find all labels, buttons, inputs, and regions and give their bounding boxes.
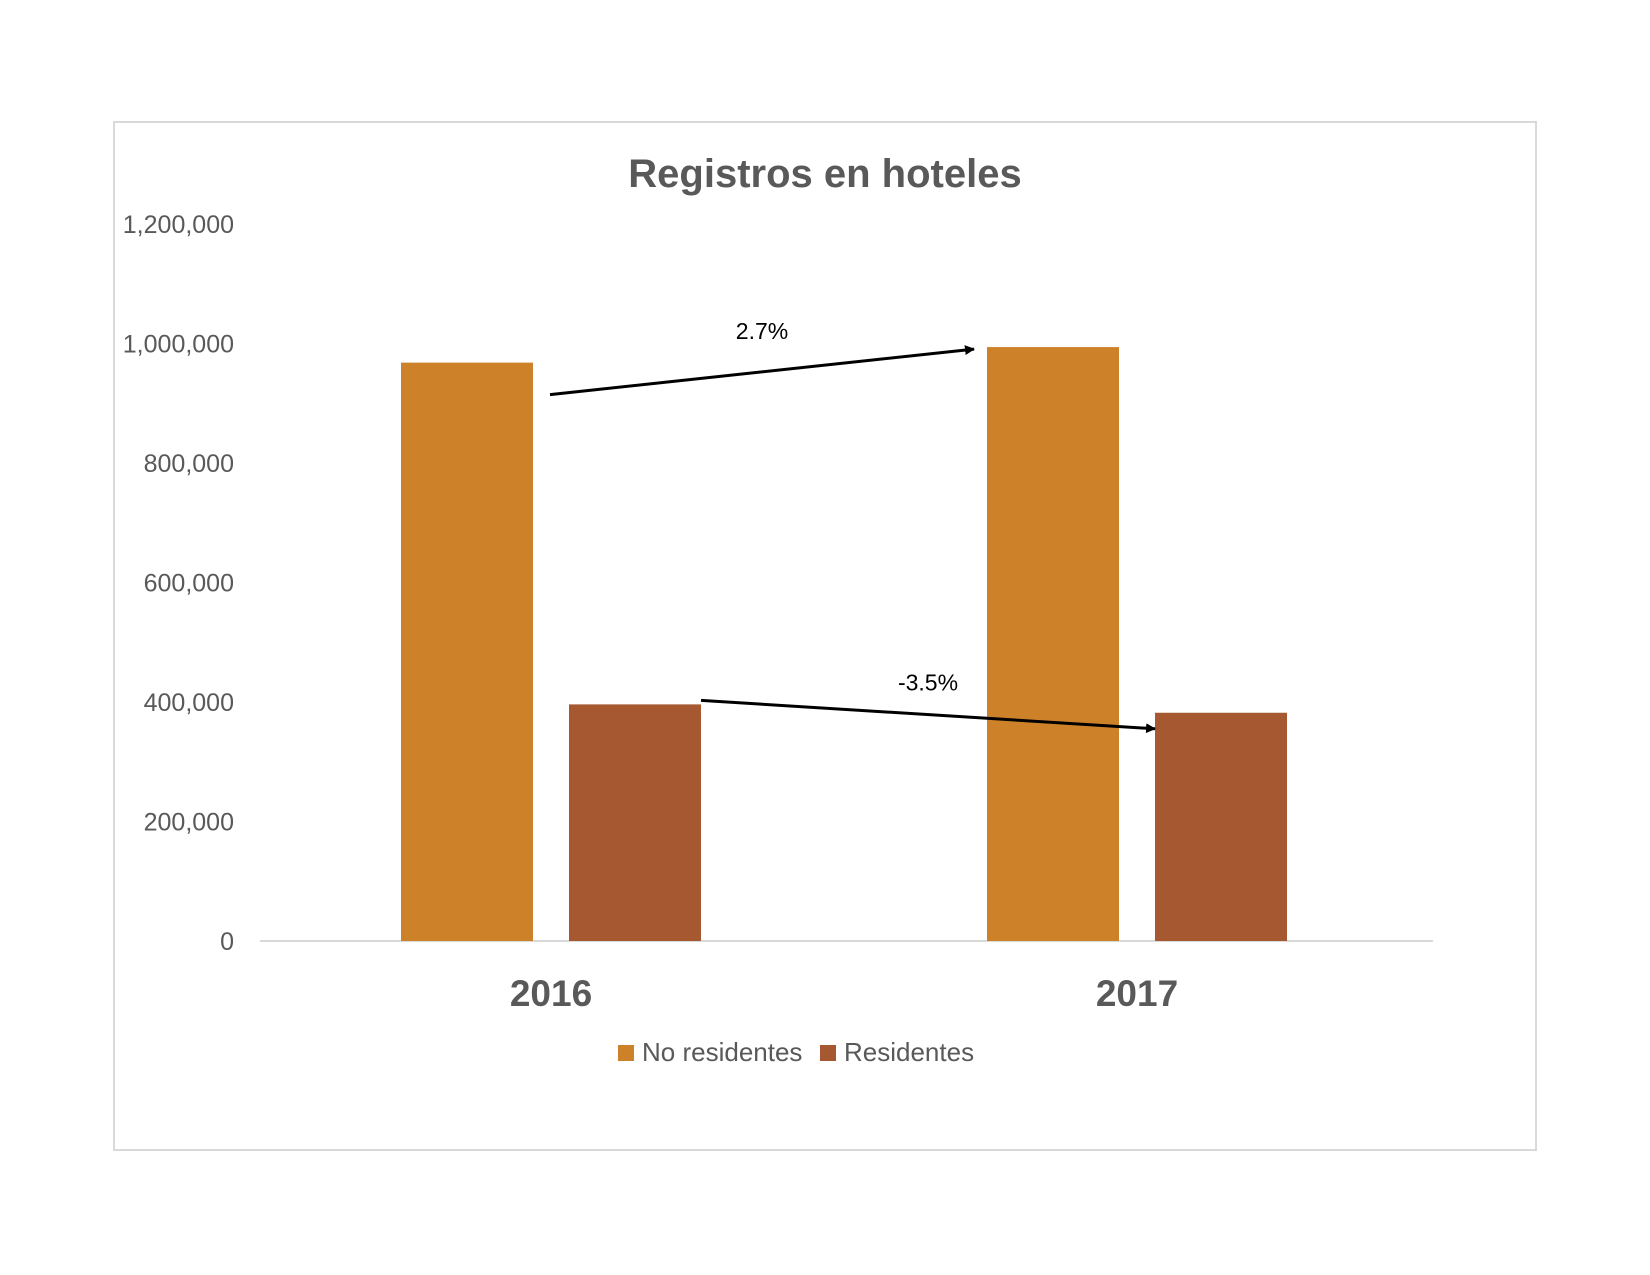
legend-label: Residentes bbox=[844, 1037, 974, 1067]
legend-label: No residentes bbox=[642, 1037, 802, 1067]
bar-residentes-2016 bbox=[569, 704, 701, 941]
change-arrow bbox=[700, 698, 1156, 734]
chart-title: Registros en hoteles bbox=[628, 152, 1021, 196]
legend-swatch bbox=[618, 1045, 634, 1061]
y-tick-label: 1,200,000 bbox=[123, 211, 234, 239]
x-tick-label: 2016 bbox=[510, 973, 592, 1014]
bar-chart: Registros en hoteles 0 200,000 400,000 600,… bbox=[123, 152, 1433, 1067]
change-label: -3.5% bbox=[898, 669, 958, 695]
x-tick-label: 2017 bbox=[1096, 973, 1178, 1014]
chart-frame: Registros en hoteles 0 200,000 400,000 600,… bbox=[113, 121, 1537, 1151]
y-tick-label: 0 bbox=[220, 928, 234, 956]
bar-no-residentes-2017 bbox=[987, 347, 1119, 941]
bar-no-residentes-2016 bbox=[401, 362, 533, 941]
plot-area: 0 200,000 400,000 600,000 800,000 1,000,000 1,… bbox=[123, 211, 1433, 1067]
change-arrow bbox=[549, 345, 975, 397]
change-label: 2.7% bbox=[736, 318, 788, 344]
y-tick-label: 800,000 bbox=[144, 450, 234, 478]
y-tick-label: 1,000,000 bbox=[123, 331, 234, 359]
bar-residentes-2017 bbox=[1155, 712, 1287, 941]
legend-swatch bbox=[820, 1045, 836, 1061]
y-tick-label: 200,000 bbox=[144, 809, 234, 837]
y-tick-label: 600,000 bbox=[144, 570, 234, 598]
y-tick-label: 400,000 bbox=[144, 689, 234, 717]
